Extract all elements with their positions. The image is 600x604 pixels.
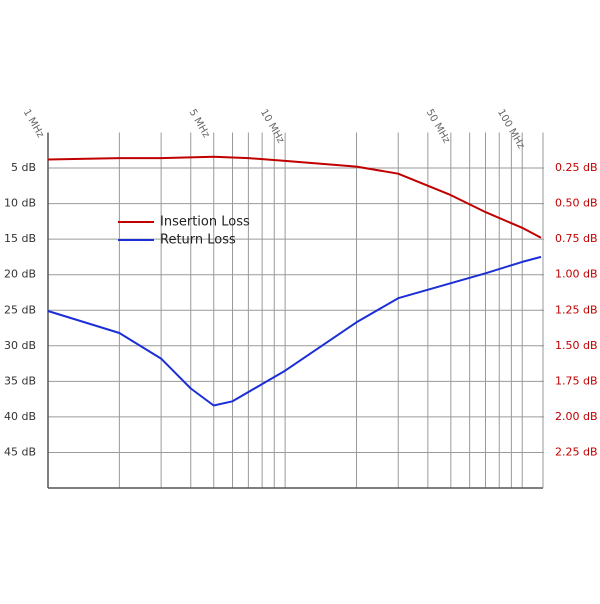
y2-tick-label: 0.50 dB <box>555 197 598 210</box>
y-tick-label: 35 dB <box>4 374 36 387</box>
y2-tick-label: 1.00 dB <box>555 268 598 281</box>
legend-label: Insertion Loss <box>160 215 250 230</box>
y2-tick-label: 2.00 dB <box>555 410 598 423</box>
y-tick-label: 25 dB <box>4 303 36 316</box>
y-tick-label: 45 dB <box>4 445 36 458</box>
y2-tick-label: 1.50 dB <box>555 339 598 352</box>
y2-tick-label: 1.75 dB <box>555 374 598 387</box>
y2-tick-label: 0.75 dB <box>555 232 598 245</box>
line-series <box>47 155 542 239</box>
y-tick-label: 30 dB <box>4 339 36 352</box>
line-series <box>47 255 542 407</box>
x-tick-label: 1 MHz <box>21 108 46 140</box>
y-tick-label: 10 dB <box>4 197 36 210</box>
y-tick-label: 40 dB <box>4 410 36 423</box>
y2-tick-label: 0.25 dB <box>555 161 598 174</box>
y2-tick-label: 1.25 dB <box>555 303 598 316</box>
y-tick-label: 5 dB <box>11 161 36 174</box>
y-tick-label: 20 dB <box>4 268 36 281</box>
legend-label: Return Loss <box>160 233 236 248</box>
y-tick-label: 15 dB <box>4 232 36 245</box>
y2-tick-label: 2.25 dB <box>555 445 598 458</box>
